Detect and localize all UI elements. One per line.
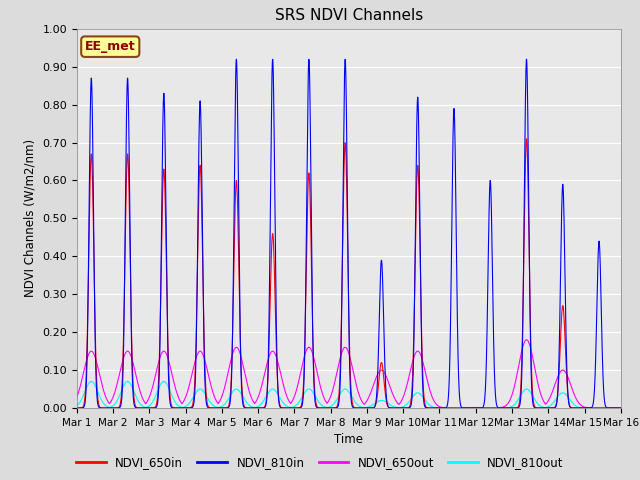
Title: SRS NDVI Channels: SRS NDVI Channels (275, 9, 423, 24)
X-axis label: Time: Time (334, 433, 364, 446)
Legend: NDVI_650in, NDVI_810in, NDVI_650out, NDVI_810out: NDVI_650in, NDVI_810in, NDVI_650out, NDV… (72, 452, 568, 474)
Text: EE_met: EE_met (85, 40, 136, 53)
Y-axis label: NDVI Channels (W/m2/nm): NDVI Channels (W/m2/nm) (24, 139, 36, 298)
